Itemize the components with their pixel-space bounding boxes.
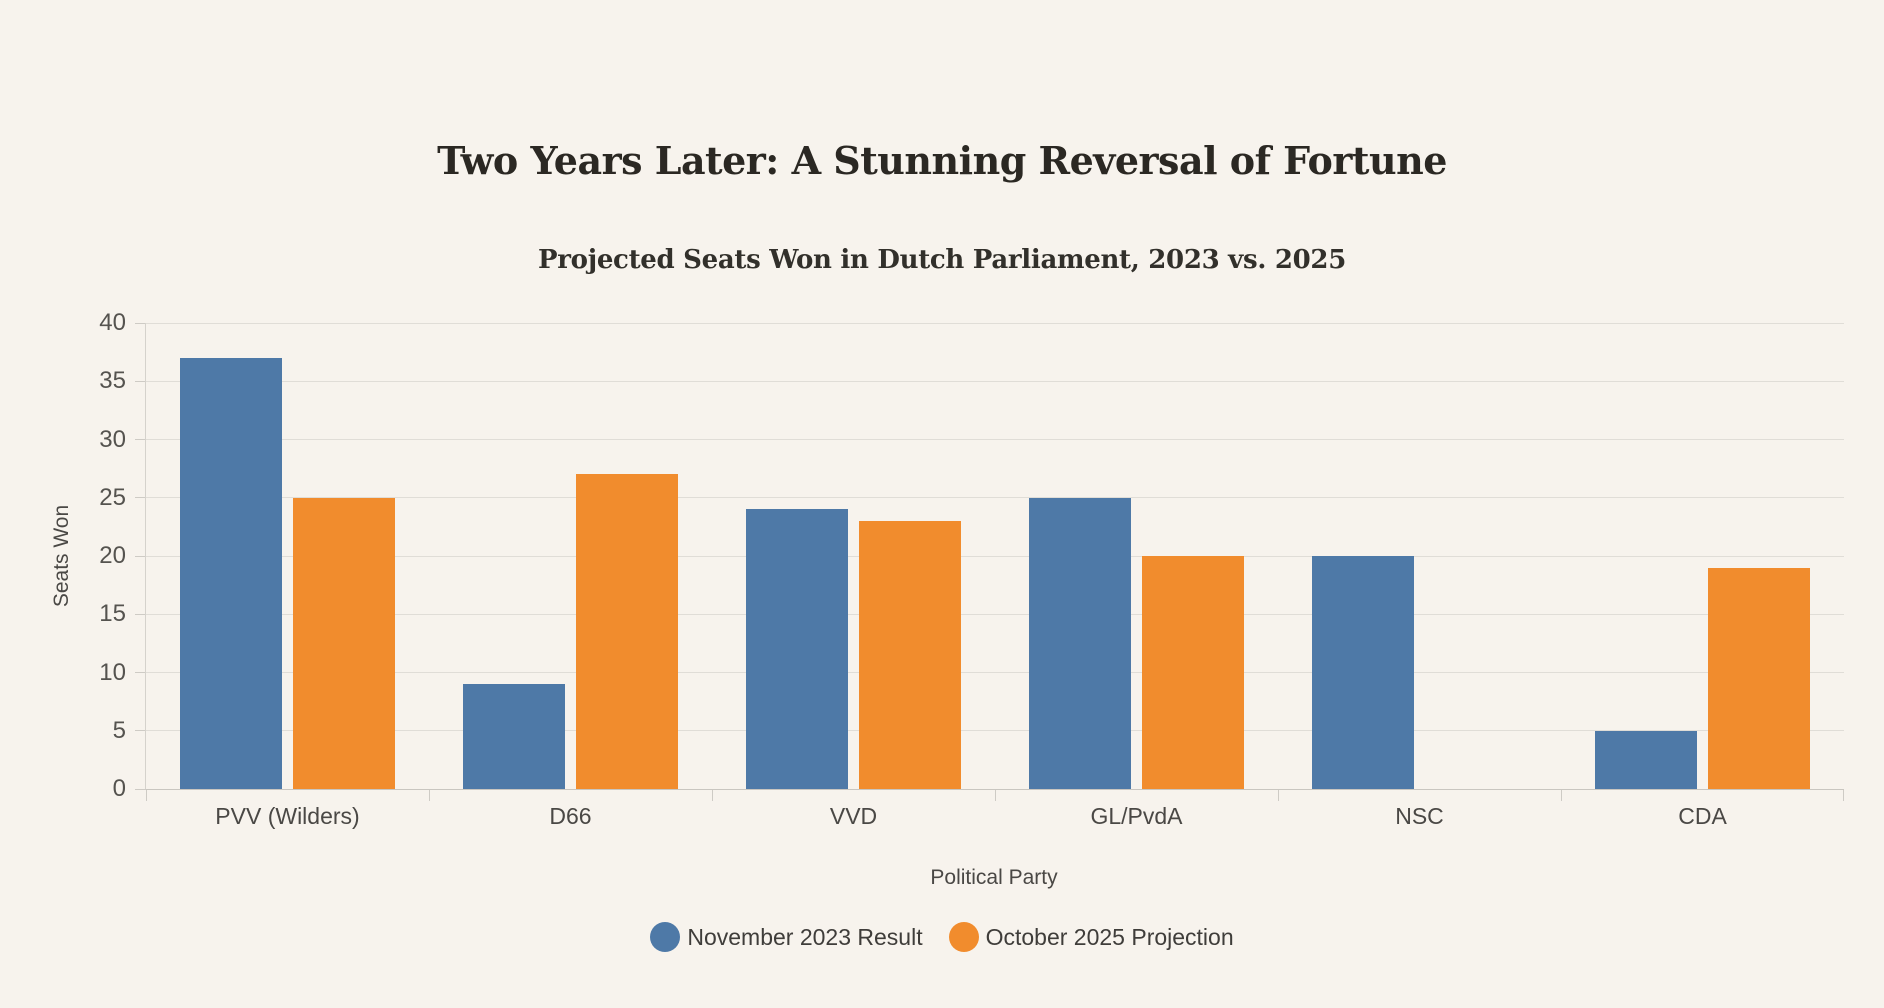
bar-gl-pvda-series-1[interactable] (1142, 556, 1245, 789)
x-tick-label-pvv-wilders-: PVV (Wilders) (215, 803, 360, 829)
y-tick-40 (135, 322, 145, 324)
gridline-y-25 (146, 497, 1844, 499)
y-tick-label-5: 5 (112, 716, 126, 744)
chart-title: Two Years Later: A Stunning Reversal of … (437, 138, 1447, 183)
y-tick-label-35: 35 (99, 367, 126, 395)
bar-cda-series-1[interactable] (1708, 567, 1811, 789)
legend-item-october-2025[interactable]: October 2025 Projection (948, 922, 1234, 952)
x-tick-boundary-6 (1843, 790, 1844, 801)
legend-label: October 2025 Projection (985, 923, 1234, 950)
legend-swatch-orange-icon (948, 922, 979, 952)
y-tick-0 (135, 788, 145, 790)
gridline-y-35 (146, 380, 1844, 382)
y-tick-label-10: 10 (99, 658, 126, 686)
plot-area: 0 5 10 15 20 25 30 35 40 PVV (Wilders) D66 VVD GL/Pv… (99, 309, 1844, 829)
legend-label: November 2023 Result (687, 923, 923, 950)
x-tick-boundary-5 (1561, 790, 1562, 801)
gridline-y-30 (146, 439, 1844, 440)
y-tick-label-15: 15 (99, 600, 126, 628)
y-tick-label-0: 0 (112, 775, 126, 802)
bar-gl-pvda-series-0[interactable] (1028, 497, 1131, 789)
y-axis-title: Seats Won (50, 504, 73, 608)
y-tick-30 (135, 439, 145, 440)
y-tick-20 (135, 555, 145, 557)
gridline-y-40 (146, 322, 1844, 324)
bar-vvd-series-0[interactable] (745, 509, 848, 789)
gridline-y-5 (146, 730, 1844, 732)
y-tick-label-40: 40 (99, 309, 126, 336)
x-tick-label-gl-pvda: GL/PvdA (1090, 803, 1183, 829)
x-tick-boundary-4 (1278, 790, 1279, 801)
x-tick-boundary-3 (995, 790, 996, 801)
x-axis-title: Political Party (930, 866, 1058, 889)
x-tick-label-cda: CDA (1678, 803, 1727, 829)
legend-item-november-2023[interactable]: November 2023 Result (650, 922, 923, 952)
gridline-y-20 (146, 555, 1844, 557)
bar-cda-series-0[interactable] (1594, 730, 1697, 789)
y-tick-10 (135, 672, 145, 673)
x-tick-boundary-0 (146, 790, 147, 801)
chart-subtitle: Projected Seats Won in Dutch Parliament,… (538, 245, 1346, 275)
y-tick-label-20: 20 (99, 542, 126, 569)
bar-d66-series-0[interactable] (462, 684, 565, 789)
y-tick-35 (135, 380, 145, 382)
x-tick-label-d66: D66 (549, 803, 592, 829)
x-tick-boundary-1 (429, 790, 430, 801)
y-tick-label-25: 25 (99, 483, 126, 511)
bar-nsc-series-0[interactable] (1311, 556, 1414, 789)
legend-swatch-blue-icon (650, 922, 681, 952)
bar-pvv-wilders--series-0[interactable] (179, 357, 282, 789)
x-tick-boundary-2 (712, 790, 713, 801)
x-tick-label-vvd: VVD (829, 803, 878, 829)
x-tick-label-nsc: NSC (1395, 803, 1444, 829)
bar-pvv-wilders--series-1[interactable] (293, 497, 396, 789)
chart-legend: November 2023 Result October 2025 Projec… (0, 922, 1884, 952)
y-tick-15 (135, 613, 145, 615)
bar-vvd-series-1[interactable] (859, 521, 962, 789)
bar-d66-series-1[interactable] (576, 474, 679, 789)
y-tick-label-30: 30 (99, 425, 126, 453)
gridline-y-10 (146, 672, 1844, 673)
gridline-y-15 (146, 613, 1844, 615)
y-tick-25 (135, 497, 145, 499)
y-tick-5 (135, 730, 145, 732)
